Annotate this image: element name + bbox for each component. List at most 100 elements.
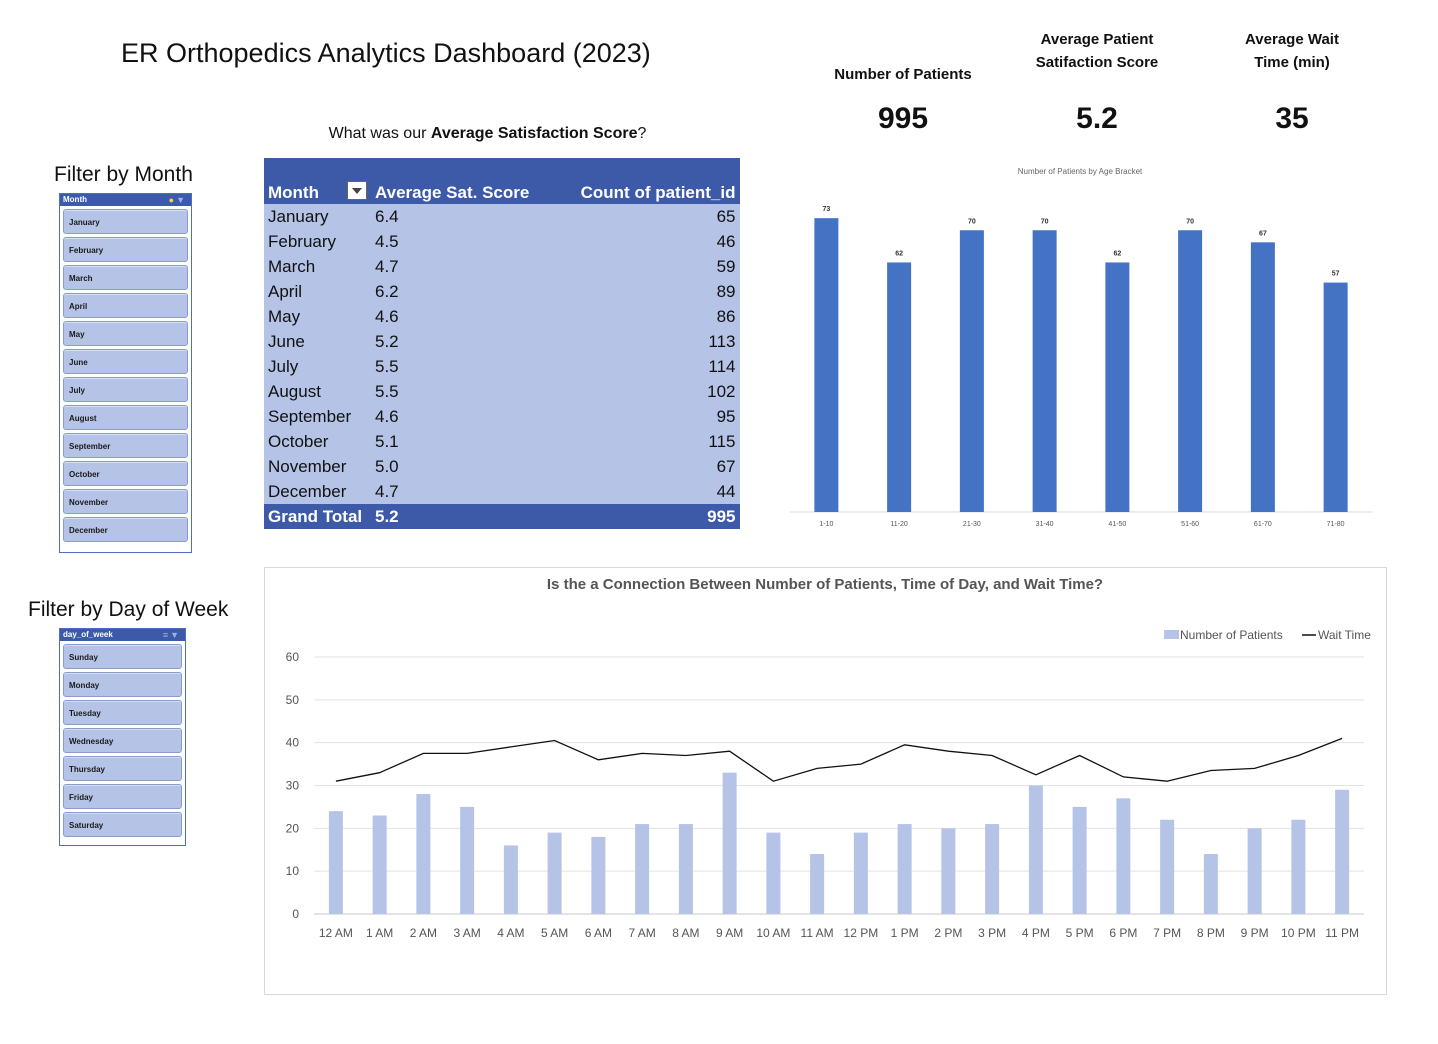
- hourly-x-tick-label: 9 AM: [716, 926, 743, 940]
- pivot-cell-score: 4.7: [370, 479, 577, 504]
- kpi-satisfaction-label: Average Patient Satifaction Score: [1017, 28, 1177, 74]
- pivot-row: April 6.2 89: [264, 279, 740, 304]
- day-slicer-item-thursday[interactable]: Thursday: [63, 756, 182, 781]
- age-chart-title: Number of Patients by Age Bracket: [1018, 167, 1143, 176]
- hourly-x-tick-label: 5 AM: [541, 926, 568, 940]
- month-slicer-header: Month ●▼: [60, 194, 191, 206]
- pivot-table: Month Average Sat. Score Count of patien…: [264, 158, 740, 529]
- pivot-row: June 5.2 113: [264, 329, 740, 354]
- pivot-header-month: Month: [264, 158, 371, 204]
- hourly-bar-2-am: [416, 794, 431, 914]
- age-bar-21-30: [959, 230, 984, 512]
- age-x-tick-label: 11-20: [890, 521, 907, 528]
- hourly-x-tick-label: 4 PM: [1022, 926, 1050, 940]
- pivot-cell-month: October: [264, 429, 371, 454]
- hourly-y-tick-label: 30: [286, 779, 300, 793]
- pivot-cell-month: June: [264, 329, 371, 354]
- month-slicer-item-june[interactable]: June: [63, 349, 188, 374]
- pivot-cell-score: 5.0: [370, 454, 577, 479]
- pivot-cell-score: 6.2: [370, 279, 577, 304]
- pivot-cell-count: 86: [576, 304, 740, 329]
- age-x-tick-label: 21-30: [963, 521, 981, 528]
- pivot-cell-month: January: [264, 204, 371, 229]
- age-bar-31-40: [1032, 230, 1057, 512]
- age-x-tick-label: 31-40: [1036, 521, 1054, 528]
- kpi-wait-time: Average Wait Time (min) 35: [1212, 28, 1372, 136]
- kpi-label-line: Average Wait: [1245, 31, 1339, 48]
- legend-wait-label: Wait Time: [1318, 628, 1371, 642]
- hourly-x-tick-label: 12 PM: [844, 926, 879, 940]
- pivot-cell-month: December: [264, 479, 371, 504]
- age-bracket-chart: Number of Patients by Age Bracket 73 1-10 6…: [790, 167, 1372, 528]
- pivot-row: March 4.7 59: [264, 254, 740, 279]
- age-bar-data-label: 57: [1332, 271, 1340, 278]
- pivot-cell-month: November: [264, 454, 371, 479]
- day-slicer-header: day_of_week ≡▼: [60, 629, 185, 641]
- age-x-tick-label: 51-60: [1181, 521, 1199, 528]
- hourly-x-tick-label: 11 AM: [801, 926, 834, 940]
- month-slicer-item-december[interactable]: December: [63, 517, 188, 542]
- age-bar-41-50: [1105, 262, 1130, 512]
- month-slicer-item-august[interactable]: August: [63, 405, 188, 430]
- hourly-bar-8-pm: [1203, 854, 1218, 914]
- month-slicer-item-july[interactable]: July: [63, 377, 188, 402]
- age-bar-data-label: 70: [1041, 218, 1049, 225]
- hourly-x-tick-label: 5 PM: [1066, 926, 1094, 940]
- slicer-filter-icon[interactable]: ≡▼: [162, 630, 181, 640]
- day-slicer-item-friday[interactable]: Friday: [63, 784, 182, 809]
- hourly-bar-1-pm: [897, 824, 912, 914]
- month-slicer-header-label: Month: [63, 195, 87, 204]
- hourly-x-tick-label: 3 PM: [978, 926, 1006, 940]
- filter-dropdown-icon[interactable]: [346, 181, 367, 200]
- pivot-caption-bold: Average Satisfaction Score: [430, 125, 638, 142]
- pivot-cell-score: 6.4: [370, 204, 577, 229]
- hourly-x-tick-label: 12 AM: [319, 926, 353, 940]
- slicer-multiselect-icon[interactable]: ●▼: [168, 195, 187, 205]
- legend-patients-label: Number of Patients: [1180, 628, 1283, 642]
- hourly-chart-frame: [264, 567, 1387, 995]
- age-x-tick-label: 71-80: [1327, 521, 1345, 528]
- month-slicer-item-march[interactable]: March: [63, 265, 188, 290]
- pivot-cell-count: 95: [576, 404, 740, 429]
- kpi-satisfaction-value: 5.2: [1076, 102, 1118, 135]
- pivot-cell-month: Grand Total: [264, 504, 371, 529]
- month-slicer-item-may[interactable]: May: [63, 321, 188, 346]
- day-slicer-item-saturday[interactable]: Saturday: [63, 812, 182, 837]
- hourly-bar-3-pm: [985, 824, 1000, 914]
- hourly-bar-1-am: [372, 815, 387, 914]
- pivot-cell-month: March: [264, 254, 371, 279]
- age-bar-data-label: 73: [822, 206, 830, 213]
- hourly-x-tick-label: 2 AM: [410, 926, 437, 940]
- day-slicer-item-monday[interactable]: Monday: [63, 672, 182, 697]
- month-slicer: Month ●▼ January February March April May Jun…: [59, 193, 192, 553]
- pivot-cell-score: 5.2: [370, 504, 577, 529]
- pivot-caption-prefix: What was our: [328, 125, 431, 142]
- month-slicer-item-february[interactable]: February: [63, 237, 188, 262]
- pivot-cell-count: 46: [576, 229, 740, 254]
- age-bar-11-20: [887, 262, 912, 512]
- month-slicer-item-april[interactable]: April: [63, 293, 188, 318]
- legend-patients-swatch: [1164, 630, 1179, 639]
- pivot-cell-count: 113: [576, 329, 740, 354]
- age-bar-1-10: [814, 218, 839, 513]
- hourly-x-tick-label: 10 AM: [756, 926, 790, 940]
- hourly-x-tick-label: 8 AM: [672, 926, 699, 940]
- kpi-label-line: Time (min): [1254, 54, 1330, 71]
- month-slicer-item-january[interactable]: January: [63, 209, 188, 234]
- pivot-cell-score: 4.7: [370, 254, 577, 279]
- hourly-x-tick-label: 7 AM: [628, 926, 655, 940]
- hourly-x-tick-label: 1 AM: [366, 926, 393, 940]
- day-slicer-item-tuesday[interactable]: Tuesday: [63, 700, 182, 725]
- pivot-cell-count: 114: [576, 354, 740, 379]
- pivot-cell-count: 102: [576, 379, 740, 404]
- day-slicer-item-sunday[interactable]: Sunday: [63, 644, 182, 669]
- pivot-header-month-label: Month: [268, 183, 319, 202]
- pivot-cell-count: 67: [576, 454, 740, 479]
- month-slicer-item-september[interactable]: September: [63, 433, 188, 458]
- month-slicer-item-november[interactable]: November: [63, 489, 188, 514]
- pivot-cell-count: 89: [576, 279, 740, 304]
- month-slicer-item-october[interactable]: October: [63, 461, 188, 486]
- pivot-row: August 5.5 102: [264, 379, 740, 404]
- hourly-x-tick-label: 6 AM: [585, 926, 612, 940]
- day-slicer-item-wednesday[interactable]: Wednesday: [63, 728, 182, 753]
